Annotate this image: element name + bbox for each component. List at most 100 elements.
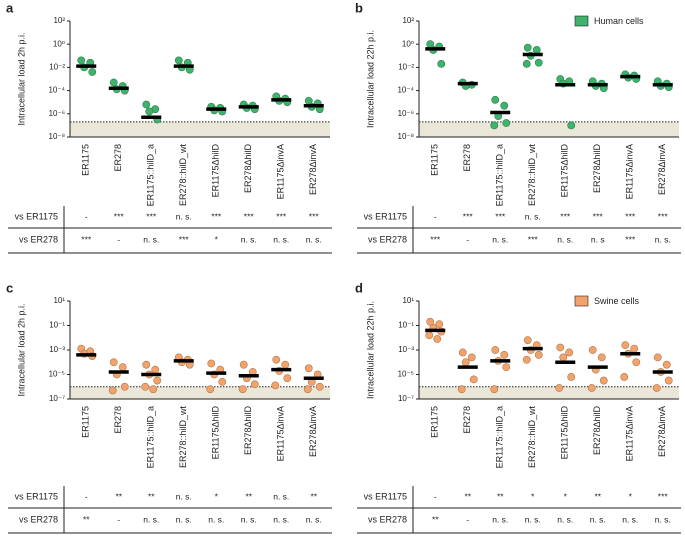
category-label: ER278 [113,406,123,434]
data-point [502,119,511,127]
row-label: vs ER1175 [15,491,58,501]
data-point [567,121,576,130]
y-tick-label: 10² [402,16,414,25]
data-point [142,360,151,369]
y-tick-label: 10⁻⁶ [49,109,65,118]
significance: n. s. [557,234,573,244]
data-point [425,331,434,340]
y-tick-label: 10⁻¹ [49,321,65,330]
detection-zone [419,121,679,137]
significance: *** [625,211,636,221]
significance: ** [83,514,90,524]
category-label: ER1175::hilD_a [495,144,505,206]
significance: * [215,234,219,244]
category-label: ER1175ΔhilD [211,144,221,198]
data-point [145,107,154,116]
data-point [652,384,661,392]
data-point [458,348,467,357]
data-point [109,78,118,87]
category-label: ER1175 [430,144,440,176]
significance: ** [245,491,252,501]
significance: n. s. [241,514,257,524]
data-point [88,68,97,76]
data-point [108,386,117,395]
significance: n. s. [208,514,224,524]
detection-zone [70,386,330,399]
data-point [620,373,629,381]
significance: - [434,491,437,501]
significance: *** [179,234,190,244]
y-axis-label: Intracellular load 2h p.i. [16,303,26,396]
row-label: vs ER278 [368,514,407,524]
data-point [599,376,608,385]
data-point [238,385,247,394]
data-point [109,358,118,367]
data-point [567,373,576,381]
significance: - [434,211,437,221]
significance: n. s. [273,491,289,501]
data-point [556,343,565,352]
significance: n. s. [655,514,671,524]
panel: a Intracellular load 2h p.i. 10² 10⁰ 10⁻² 10⁻… [6,0,332,254]
category-label: ER1175::hilD_a [146,406,156,468]
significance: n. s. [176,514,192,524]
data-point [151,365,160,374]
y-tick-label: 10¹ [53,296,65,305]
data-point [555,384,564,392]
panel-letter: a [6,0,14,15]
y-tick-label: 10⁻³ [398,345,414,354]
detection-zone [70,121,330,137]
data-point [597,353,606,362]
significance: *** [146,211,157,221]
significance: - [85,211,88,221]
significance: n. s. [176,491,192,501]
category-label: ER278::hilD_wt [527,406,537,469]
significance: *** [244,211,255,221]
y-tick-label: 10⁰ [53,39,65,48]
category-label: ER1175ΔhilD [211,406,221,460]
data-point [461,358,470,367]
category-label: ER1175 [81,144,91,176]
category-label: ER278ΔhilD [592,406,602,456]
significance: ** [432,514,439,524]
category-label: ER1175ΔinvA [276,144,286,199]
y-tick-label: 10⁻³ [49,345,65,354]
data-point [271,381,280,390]
data-point [207,359,216,368]
y-tick-label: 10⁻¹ [398,321,414,330]
row-label: vs ER278 [368,234,407,244]
significance: ** [115,491,122,501]
significance: n. s. [273,234,289,244]
category-label: ER278ΔinvA [657,144,667,195]
data-point [218,377,227,386]
data-point [490,385,499,394]
data-point [281,360,290,369]
category-label: ER278ΔhilD [243,144,253,194]
significance: - [117,514,120,524]
significance: *** [463,211,474,221]
data-point [206,385,215,394]
category-label: ER1175ΔhilD [560,144,570,198]
data-point [283,374,292,383]
data-point [437,60,446,68]
data-point [565,348,574,357]
data-point [559,353,568,362]
significance: * [564,491,568,501]
significance: *** [495,211,506,221]
data-point [239,360,248,369]
significance: n. s. [622,514,638,524]
significance: ** [497,491,504,501]
significance: *** [114,211,125,221]
category-label: ER278ΔinvA [657,406,667,457]
significance: n. s. [557,514,573,524]
significance: n. s. [143,234,159,244]
category-label: ER1175ΔinvA [625,144,635,199]
row-label: vs ER1175 [15,211,58,221]
category-label: ER1175 [430,406,440,438]
data-point [500,350,509,359]
y-tick-label: 10⁻⁴ [397,86,414,95]
y-tick-label: 10⁻⁵ [49,370,65,379]
data-point [588,346,597,354]
